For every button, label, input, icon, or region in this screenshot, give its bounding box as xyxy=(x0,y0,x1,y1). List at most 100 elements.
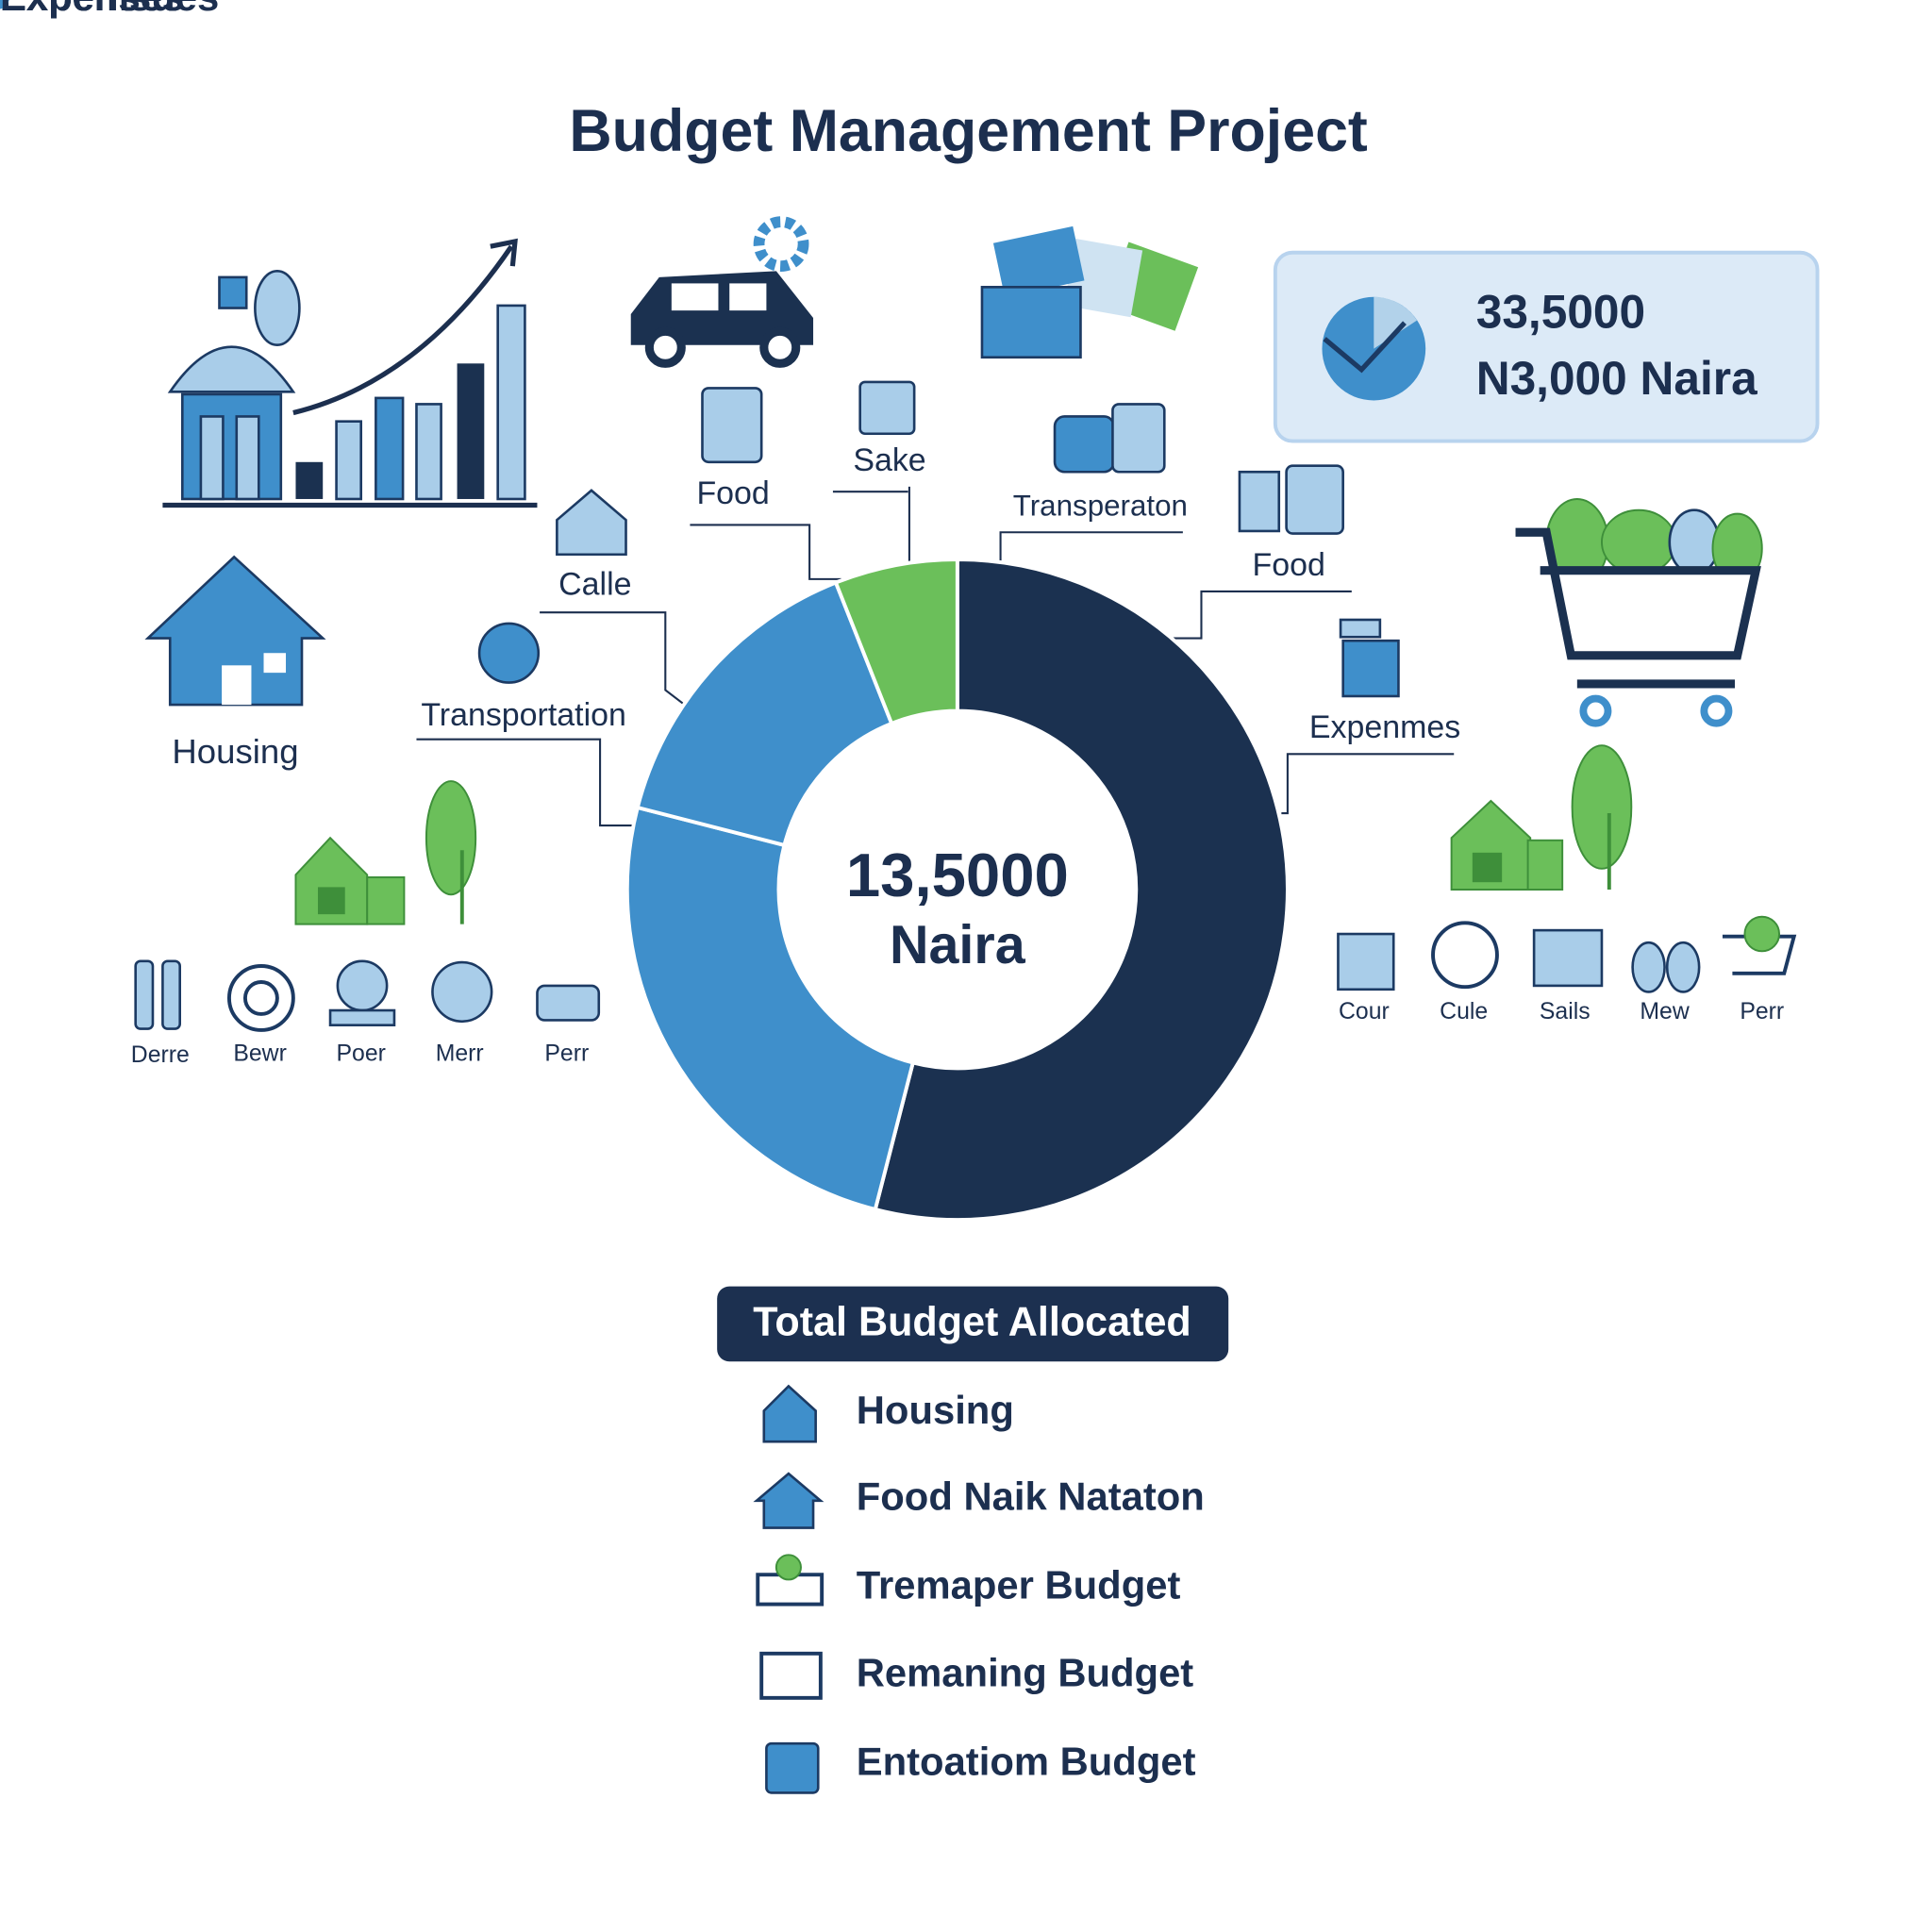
illustration-label: Calle xyxy=(558,567,631,603)
growth-illustration-part xyxy=(167,345,296,393)
info-value: 33,5000 xyxy=(1476,285,1645,338)
chart-title: Expenses xyxy=(0,0,184,19)
small-icons-part xyxy=(1053,415,1116,474)
cart-icon-part xyxy=(1700,694,1733,727)
info-box-part xyxy=(1323,321,1407,374)
legend-item: Housing xyxy=(857,1388,1014,1432)
icon-row-left-part xyxy=(536,984,601,1022)
callout-lines-part xyxy=(1164,590,1352,640)
icon-row-right-part xyxy=(1631,941,1666,993)
info-box xyxy=(1273,250,1820,443)
growth-illustration-part xyxy=(292,244,514,416)
icon-row-right-part xyxy=(1431,921,1499,990)
legend-item: Remaning Budget xyxy=(857,1650,1194,1694)
green-houses xyxy=(294,780,477,925)
growth-illustration-part xyxy=(415,403,442,501)
legend-icons xyxy=(753,1384,824,1794)
green-houses xyxy=(1450,744,1633,891)
green-houses-part xyxy=(366,875,406,925)
icon-row-left-part xyxy=(161,959,181,1030)
illustration-label: Expenmes xyxy=(1309,709,1460,745)
icon-row-left-part xyxy=(242,980,279,1016)
donut-center-value: 13,5000 xyxy=(846,841,1069,909)
green-houses-part xyxy=(1526,839,1564,891)
chart-title: Expenses xyxy=(0,0,184,19)
icon-label: Perr xyxy=(1740,999,1784,1024)
info-value: N3,000 Naira xyxy=(1476,352,1757,405)
cards-icon-part xyxy=(980,286,1082,359)
chart-title: Expemsues xyxy=(0,0,219,19)
growth-illustration xyxy=(162,238,538,508)
icon-label: Mew xyxy=(1640,999,1689,1024)
house-icon xyxy=(144,555,326,707)
legend-item: Entoatiom Budget xyxy=(857,1739,1196,1783)
icon-row-right-part xyxy=(1337,932,1395,991)
growth-illustration-part xyxy=(235,415,260,501)
icon-label: Merr xyxy=(436,1041,484,1067)
icon-row-left xyxy=(134,959,601,1032)
illustration-label: Transperaton xyxy=(1013,489,1188,522)
icon-label: Sails xyxy=(1540,999,1591,1024)
callout-lines-part xyxy=(1281,753,1455,815)
growth-illustration-part xyxy=(457,363,485,499)
cards-icon-part xyxy=(992,225,1085,298)
icon-row-left-part xyxy=(328,1008,396,1026)
icon-row-left-part xyxy=(431,960,493,1024)
icon-label: Perr xyxy=(544,1041,589,1067)
cart-icon-part xyxy=(1579,694,1612,727)
icon-row-left-part xyxy=(336,959,389,1012)
icon-label: Bewr xyxy=(233,1041,286,1067)
illustration-label: Food xyxy=(696,475,769,511)
cart-icon xyxy=(1515,498,1763,727)
green-houses-part xyxy=(425,780,477,896)
donut-segment xyxy=(833,558,959,726)
car-icon-part xyxy=(671,283,719,311)
green-houses-part xyxy=(1472,852,1503,883)
info-box-part xyxy=(1374,296,1418,349)
house-icon-part xyxy=(263,653,287,674)
legend-icons-part xyxy=(765,1741,820,1794)
callout-lines-part xyxy=(416,738,643,827)
icon-label: Derre xyxy=(131,1042,190,1068)
cart-icon-part xyxy=(1668,508,1721,575)
small-icons-part xyxy=(556,489,627,557)
legend-icons-part xyxy=(756,1573,824,1607)
page-title: Budget Management Project xyxy=(569,98,1368,164)
donut-segment xyxy=(635,580,894,848)
growth-illustration-part xyxy=(490,238,518,267)
icon-row-left-part xyxy=(134,959,155,1030)
green-houses-part xyxy=(317,887,345,915)
icon-row-right xyxy=(1337,915,1797,993)
car-icon-part xyxy=(759,326,801,368)
legend-icons-part xyxy=(759,1651,823,1700)
house-icon-part xyxy=(222,665,252,706)
car-icon-part xyxy=(753,216,809,272)
icon-row-right-part xyxy=(1532,928,1604,988)
small-icons-part xyxy=(1341,639,1400,698)
illustration-label: Housing xyxy=(172,732,298,771)
small-icons-part xyxy=(1285,464,1344,535)
growth-illustration-part xyxy=(199,415,225,501)
cards-icon-part xyxy=(1063,239,1143,318)
legend-title: Total Budget Allocated xyxy=(753,1299,1191,1344)
legend-icons-part xyxy=(762,1384,817,1443)
illustration-label: Sake xyxy=(853,442,925,478)
car-icon-part xyxy=(644,326,686,368)
small-icons-part xyxy=(477,622,541,684)
small-icons-part xyxy=(858,380,916,436)
growth-illustration-part xyxy=(254,270,301,347)
legend-item: Food Naik Nataton xyxy=(857,1474,1205,1519)
icon-label: Poer xyxy=(336,1041,385,1067)
info-box-part xyxy=(1273,250,1820,443)
green-houses-part xyxy=(1571,744,1633,870)
icon-row-right-part xyxy=(1743,915,1781,953)
cards-icon xyxy=(980,225,1199,359)
cart-icon-part xyxy=(1515,527,1761,660)
growth-illustration-part xyxy=(496,304,526,501)
small-icons-part xyxy=(1339,618,1382,639)
legend-icons-part xyxy=(774,1554,802,1581)
donut-center-unit: Naira xyxy=(890,915,1026,975)
growth-illustration-part xyxy=(181,392,283,501)
legend-icons-part xyxy=(753,1472,824,1529)
